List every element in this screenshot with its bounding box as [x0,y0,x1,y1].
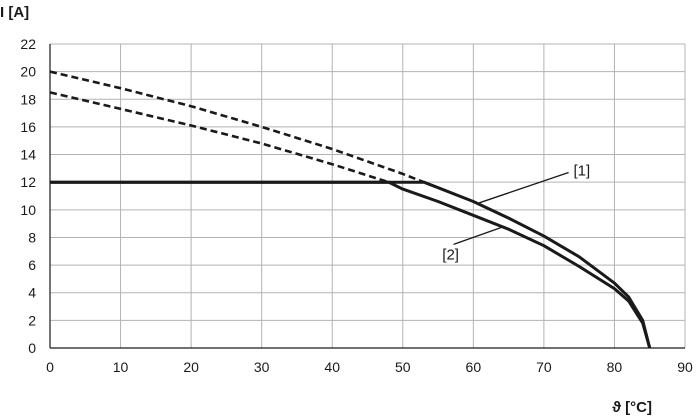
x-tick-label: 50 [395,359,411,375]
y-tick-label: 18 [20,91,36,107]
y-axis-label: I [A] [0,4,29,21]
x-tick-label: 40 [324,359,340,375]
annotation-leader-2 [453,225,505,246]
y-tick-label: 14 [20,147,36,163]
y-tick-label: 4 [28,285,36,301]
x-tick-label: 20 [183,359,199,375]
annotation-label-2: [2] [442,247,459,264]
x-tick-label: 70 [536,359,552,375]
series-line-1 [50,180,652,349]
y-tick-label: 0 [28,340,36,356]
series-line-3 [49,70,425,184]
x-tick-label: 60 [466,359,482,375]
y-tick-label: 8 [28,229,36,245]
x-tick-label: 10 [113,359,129,375]
x-axis-label: ϑ [°C] [612,399,652,416]
y-tick-label: 20 [20,64,36,80]
x-tick-label: 90 [677,359,693,375]
series-layer [49,70,652,349]
y-tick-label: 12 [20,174,36,190]
x-tick-label: 30 [254,359,270,375]
y-tick-label: 2 [28,312,36,328]
annotations: [1] [2] [442,162,590,263]
x-tick-label: 80 [607,359,623,375]
y-tick-label: 16 [20,119,36,135]
annotation-label-1: [1] [574,162,591,179]
y-tick-label: 22 [20,36,36,52]
grid [49,43,686,349]
series-line-2 [50,180,652,349]
series-line-4 [49,91,390,184]
y-tick-label: 10 [20,202,36,218]
tick-labels: 0 10 20 30 40 50 60 70 80 90 0 2 4 6 8 10 12 14 16 18 20 22 [20,36,693,375]
x-tick-label: 0 [46,359,54,375]
annotation-leader-1 [478,171,569,204]
y-tick-label: 6 [28,257,36,273]
